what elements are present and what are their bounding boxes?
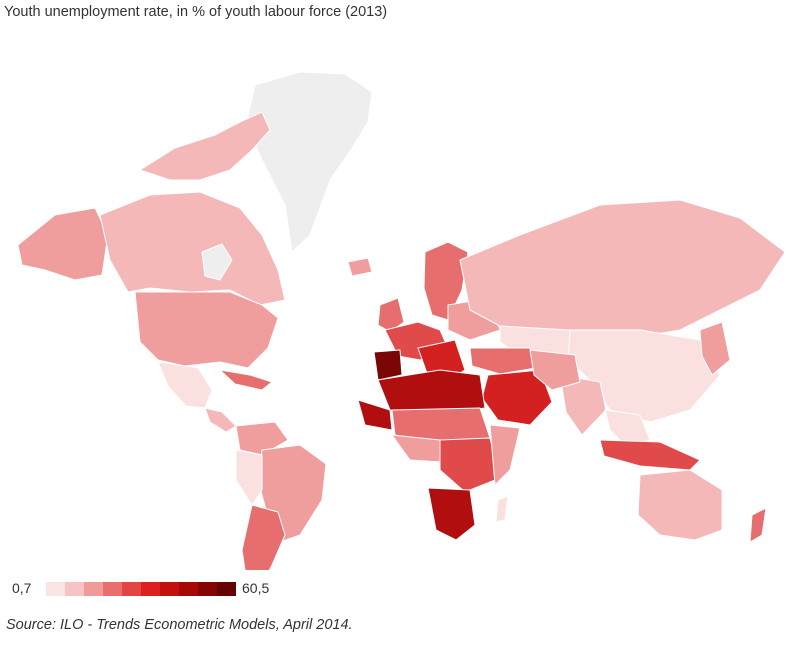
legend-step-8 [179, 582, 198, 596]
region-southern-africa [427, 487, 476, 541]
region-hudson-bay [201, 243, 233, 281]
map-regions [17, 71, 786, 570]
region-mexico [157, 361, 213, 409]
region-peru-bolivia [235, 449, 263, 506]
legend-step-2 [65, 582, 84, 596]
region-west-africa [391, 434, 443, 463]
region-iberia [373, 349, 403, 381]
region-iceland [347, 257, 373, 277]
region-argentina-chile [241, 504, 286, 570]
legend-min-label: 0,7 [12, 580, 32, 596]
region-canada [99, 191, 286, 306]
legend-color-scale [46, 582, 236, 596]
region-new-zealand [749, 507, 767, 543]
region-australia [637, 469, 723, 541]
legend-step-5 [122, 582, 141, 596]
region-east-africa [489, 424, 521, 486]
legend-step-6 [141, 582, 160, 596]
legend-step-9 [198, 582, 217, 596]
legend-step-3 [84, 582, 103, 596]
legend-step-7 [160, 582, 179, 596]
region-madagascar [495, 495, 509, 523]
region-indonesia-philippines [599, 439, 701, 471]
region-india [559, 374, 607, 436]
region-colombia-venezuela [235, 421, 289, 456]
page-title: Youth unemployment rate, in % of youth l… [4, 4, 388, 20]
region-canadian-arctic-islands [139, 111, 271, 181]
region-china-mongolia [567, 329, 721, 423]
region-russia [459, 199, 786, 341]
region-mauritania-west [357, 399, 393, 431]
region-united-states [134, 291, 279, 369]
source-note: Source: ILO - Trends Econometric Models,… [6, 617, 353, 633]
legend-step-1 [46, 582, 65, 596]
region-alaska [17, 207, 109, 281]
legend-step-4 [103, 582, 122, 596]
region-central-africa [439, 437, 501, 493]
region-greenland [245, 71, 373, 253]
region-japan-korea [699, 321, 731, 376]
legend-max-label: 60,5 [242, 580, 270, 596]
region-iran-afghanistan [529, 349, 581, 391]
region-caribbean [219, 369, 273, 391]
legend-step-10 [217, 582, 236, 596]
region-central-america [204, 407, 237, 433]
region-turkey-caucasus [469, 347, 537, 375]
world-choropleth-map [17, 71, 786, 570]
